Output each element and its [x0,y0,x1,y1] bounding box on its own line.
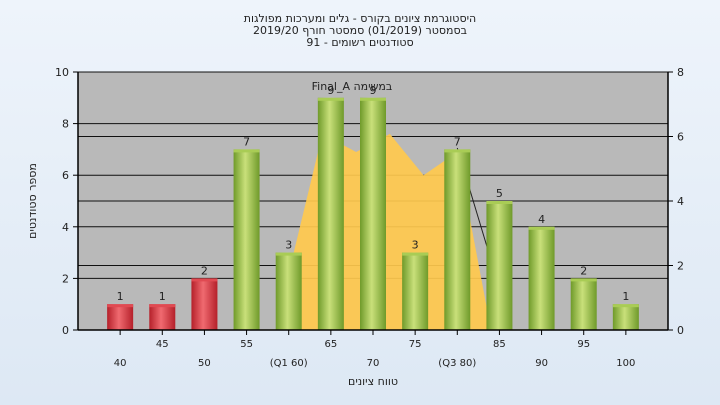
bar-value-label: 3 [412,239,419,252]
bar-cap [528,226,555,230]
x-tick-label: 95 [577,339,590,350]
bar-value-label: 1 [622,290,629,303]
y-axis-title: מספר סטודנטים [26,163,39,239]
bar-cap [612,304,639,308]
bar [612,304,639,330]
bar-value-labels: 1 1 2 7 3 9 9 3 7 5 4 2 1 [117,84,630,303]
bar [444,149,471,330]
chart-title-line: סטודנטים רשומים - 91 [306,36,413,49]
annotation-label: Final_A במשימה [312,80,393,93]
x-axis-ticks: 40 45 50 55 (Q1 60) 65 70 75 (Q3 80) 85 90 95 100 [114,330,635,369]
x-axis-title: טווח ציונים [348,375,398,388]
x-tick-label: 50 [198,358,211,369]
y-tick-label: 10 [55,66,69,79]
bar [528,226,555,330]
bar-value-label: 7 [454,135,461,148]
y2-axis-ticks: 0 2 4 6 8 [668,66,684,337]
y2-tick-label: 4 [677,195,684,208]
bar-cap [402,252,429,256]
y-tick-label: 2 [62,272,69,285]
chart-title-line: היסטוגרמת ציונים בקורס - גלים ומערכות מפ… [244,12,476,25]
bar-value-label: 1 [159,290,166,303]
y-tick-label: 0 [62,324,69,337]
x-tick-label: (Q3 80) [438,358,476,369]
bar-value-label: 1 [117,290,124,303]
bar [402,252,429,330]
bar-cap [360,97,386,101]
bar [317,97,344,330]
x-tick-label: 70 [367,358,380,369]
bar-value-label: 4 [538,213,545,226]
y-tick-label: 8 [62,118,69,131]
chart-title-line: בסמסטר (01/2019) סמסטר חורף 2019/20 [253,24,467,37]
chart-title-block: היסטוגרמת ציונים בקורס - גלים ומערכות מפ… [244,12,476,49]
bar [233,149,260,330]
bar-cap [191,278,218,282]
x-tick-label: 85 [493,339,506,350]
x-tick-label: 45 [156,339,169,350]
bar-cap [233,149,260,153]
bar-cap [275,252,302,256]
bar-cap [107,304,134,308]
x-tick-label: 55 [240,339,253,350]
bar [570,278,597,330]
bar-cap [570,278,597,282]
y-tick-label: 6 [62,169,69,182]
bar-cap [486,201,513,204]
y2-tick-label: 2 [677,260,684,273]
bar-cap [149,304,176,308]
bar-value-label: 5 [496,187,503,200]
bar [486,201,513,330]
bars-group [107,97,639,330]
bar-value-label: 2 [201,264,208,277]
bar [360,97,386,330]
bar-value-label: 7 [243,135,250,148]
bar-cap [317,97,344,101]
bar-value-label: 3 [285,239,292,252]
y2-tick-label: 6 [677,131,684,144]
x-tick-label: 100 [616,358,635,369]
y-tick-label: 4 [62,221,69,234]
x-tick-label: 40 [114,358,127,369]
x-tick-label: 65 [324,339,337,350]
bar-value-label: 2 [580,264,587,277]
bar [149,304,176,330]
bar-cap [444,149,471,153]
bar-value-label: 9 [327,84,334,97]
y2-tick-label: 0 [677,324,684,337]
x-tick-label: (Q1 60) [270,358,308,369]
y2-tick-label: 8 [677,66,684,79]
bar [275,252,302,330]
x-tick-label: 75 [409,339,422,350]
bar [191,278,218,330]
y-axis-ticks: 0 2 4 6 8 10 [55,66,78,337]
x-tick-label: 90 [535,358,548,369]
bar-value-label: 9 [370,84,377,97]
bar [107,304,134,330]
